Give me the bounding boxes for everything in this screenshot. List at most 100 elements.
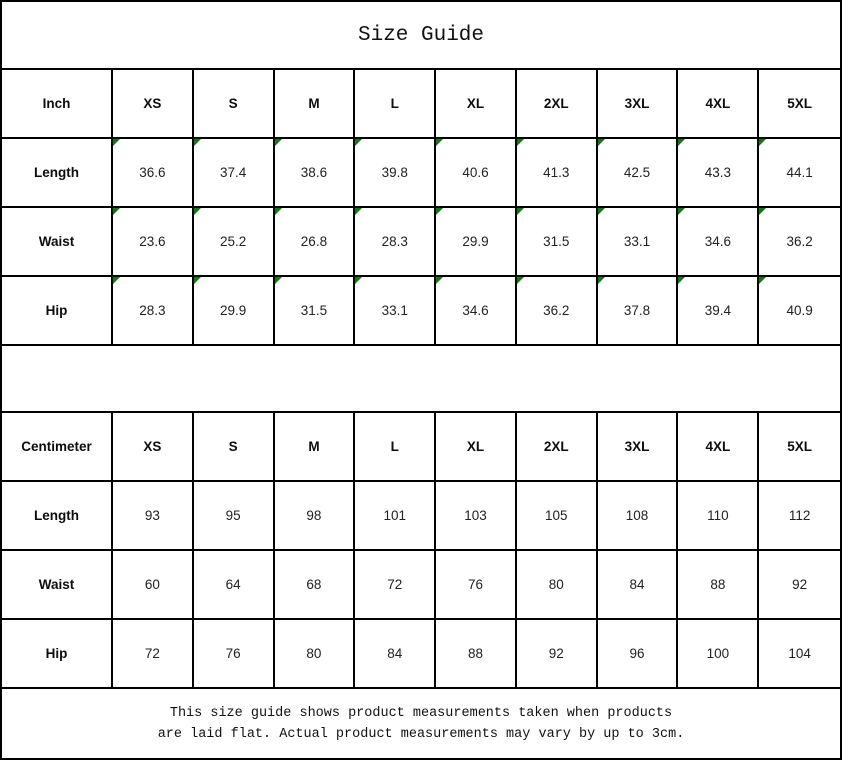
corner-marker-icon — [436, 139, 444, 146]
table-cell: 29.9 — [193, 277, 275, 346]
cell-value: 31.5 — [543, 234, 570, 249]
cell-value: 23.6 — [139, 234, 166, 249]
size-column-header: 3XL — [597, 70, 679, 139]
corner-marker-icon — [516, 277, 524, 284]
row-label-waist: Waist — [2, 208, 113, 277]
table-cell: 92 — [516, 620, 598, 689]
corner-marker-icon — [113, 139, 120, 146]
table-cell: 101 — [355, 482, 437, 551]
table-cell: 41.3 — [516, 139, 598, 208]
cell-value: 26.8 — [300, 234, 328, 249]
table-cell: 96 — [597, 620, 679, 689]
table-cell: 36.6 — [113, 139, 194, 208]
table-cell: 105 — [516, 482, 598, 551]
table-cell: 26.8 — [274, 208, 356, 277]
cell-value: 43.3 — [704, 165, 731, 180]
cell-value: 37.8 — [623, 303, 651, 318]
table-cell: 72 — [113, 620, 194, 689]
size-column-header: L — [355, 413, 437, 482]
corner-marker-icon — [759, 139, 767, 146]
corner-marker-icon — [597, 208, 605, 215]
table-cell: 31.5 — [516, 208, 598, 277]
cell-value: 39.8 — [381, 165, 408, 180]
cell-value: 37.4 — [220, 165, 247, 180]
table-cell: 103 — [436, 482, 517, 551]
table-cell: 95 — [193, 482, 275, 551]
corner-marker-icon — [759, 277, 767, 284]
corner-marker-icon — [193, 139, 201, 146]
footer-note: This size guide shows product measuremen… — [2, 689, 840, 758]
table-cell: 36.2 — [516, 277, 598, 346]
page-title: Size Guide — [357, 23, 485, 47]
corner-marker-icon — [678, 277, 686, 284]
corner-marker-icon — [193, 208, 201, 215]
corner-marker-icon — [516, 208, 524, 215]
table-cell: 37.4 — [193, 139, 275, 208]
row-label-waist: Waist — [2, 551, 113, 620]
table-cell: 100 — [678, 620, 760, 689]
corner-marker-icon — [274, 139, 282, 146]
corner-marker-icon — [516, 139, 524, 146]
size-column-header: 4XL — [678, 413, 760, 482]
table-cell: 40.9 — [759, 277, 840, 346]
table-cell: 28.3 — [355, 208, 437, 277]
table-cell: 37.8 — [597, 277, 679, 346]
cell-value: 31.5 — [300, 303, 328, 318]
cell-value: 40.6 — [462, 165, 489, 180]
row-label-hip: Hip — [2, 277, 113, 346]
table-cell: 39.8 — [355, 139, 437, 208]
size-column-header: M — [274, 413, 356, 482]
table-cell: 28.3 — [113, 277, 194, 346]
row-label-hip: Hip — [2, 620, 113, 689]
size-column-header: 5XL — [759, 413, 840, 482]
size-column-header: XL — [436, 70, 517, 139]
cell-value: 28.3 — [139, 303, 166, 318]
corner-marker-icon — [759, 208, 767, 215]
table-cell: 36.2 — [759, 208, 840, 277]
size-column-header: 3XL — [597, 413, 679, 482]
corner-marker-icon — [355, 277, 363, 284]
row-label-length: Length — [2, 482, 113, 551]
table-cell: 88 — [436, 620, 517, 689]
table-cell: 108 — [597, 482, 679, 551]
table-cell: 25.2 — [193, 208, 275, 277]
table-cell: 40.6 — [436, 139, 517, 208]
size-column-header: L — [355, 70, 437, 139]
table-cell: 44.1 — [759, 139, 840, 208]
cell-value: 36.2 — [543, 303, 570, 318]
table-cell: 34.6 — [678, 208, 760, 277]
table-cell: 92 — [759, 551, 840, 620]
corner-marker-icon — [113, 208, 120, 215]
size-column-header: XL — [436, 413, 517, 482]
table-gap-spacer — [2, 346, 840, 413]
table-cell: 98 — [274, 482, 356, 551]
corner-marker-icon — [113, 277, 120, 284]
table-cell: 93 — [113, 482, 194, 551]
corner-marker-icon — [597, 139, 605, 146]
size-column-header: M — [274, 70, 356, 139]
table-cell: 64 — [193, 551, 275, 620]
corner-marker-icon — [274, 208, 282, 215]
cell-value: 42.5 — [623, 165, 651, 180]
table-cell: 43.3 — [678, 139, 760, 208]
table-cell: 42.5 — [597, 139, 679, 208]
size-column-header: 2XL — [516, 70, 598, 139]
size-column-header: 5XL — [759, 70, 840, 139]
table-cell: 88 — [678, 551, 760, 620]
table-cell: 84 — [597, 551, 679, 620]
size-column-header: S — [193, 70, 275, 139]
cell-value: 33.1 — [381, 303, 408, 318]
table-cell: 84 — [355, 620, 437, 689]
table-cell: 33.1 — [355, 277, 437, 346]
size-column-header: XS — [113, 413, 194, 482]
corner-marker-icon — [678, 139, 686, 146]
centimeter-size-table: Centimeter XS S M L XL 2XL 3XL 4XL 5XL L… — [2, 413, 840, 689]
table-cell: 80 — [516, 551, 598, 620]
size-column-header: 2XL — [516, 413, 598, 482]
cell-value: 36.6 — [139, 165, 166, 180]
cell-value: 34.6 — [462, 303, 489, 318]
corner-marker-icon — [436, 208, 444, 215]
cell-value: 28.3 — [381, 234, 408, 249]
inch-unit-header: Inch — [2, 70, 113, 139]
cm-unit-header: Centimeter — [2, 413, 113, 482]
